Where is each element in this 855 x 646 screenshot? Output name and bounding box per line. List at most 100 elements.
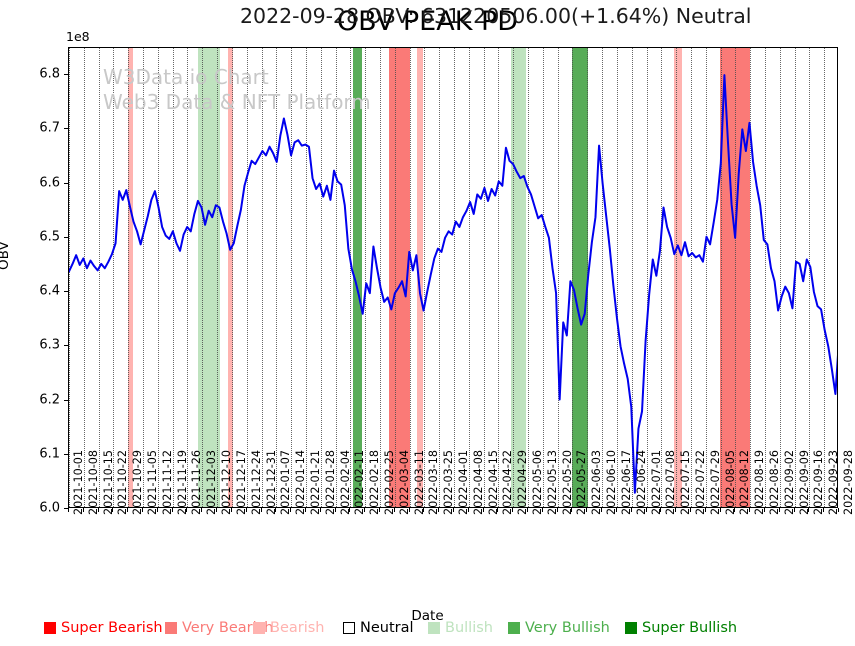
- x-axis-tick-label: 2021-11-05: [146, 449, 160, 515]
- x-axis-tick-mark: [689, 508, 691, 512]
- gridline-vertical: [187, 48, 189, 507]
- gridline-vertical: [217, 48, 219, 507]
- x-axis-tick-mark: [497, 508, 499, 512]
- x-axis-tick-label: 2022-06-10: [605, 449, 619, 515]
- x-axis-tick-mark: [171, 508, 173, 512]
- x-axis-tick-label: 2022-07-29: [708, 449, 722, 515]
- gridline-vertical: [365, 48, 367, 507]
- x-axis-tick-mark: [645, 508, 647, 512]
- x-axis-tick-mark: [704, 508, 706, 512]
- y-axis-tick-mark: [64, 508, 68, 509]
- legend-swatch-icon: [508, 622, 520, 634]
- gridline-vertical: [720, 48, 722, 507]
- legend-item-bearish[interactable]: Bearish: [253, 620, 325, 636]
- legend-item-bullish[interactable]: Bullish: [428, 620, 493, 636]
- x-axis-tick-mark: [68, 508, 69, 512]
- legend-item-super-bullish[interactable]: Super Bullish: [625, 620, 737, 636]
- legend-swatch-icon: [165, 622, 177, 634]
- x-axis-tick-mark: [541, 508, 543, 512]
- gridline-vertical: [513, 48, 515, 507]
- x-axis-tick-label: 2022-03-11: [412, 449, 426, 515]
- x-axis-tick-mark: [112, 508, 114, 512]
- legend-label: Very Bullish: [525, 620, 610, 636]
- x-axis-tick-mark: [201, 508, 203, 512]
- y-axis-tick-label: 6.1: [39, 446, 60, 462]
- gridline-vertical: [172, 48, 174, 507]
- y-axis-tick-mark: [64, 399, 68, 401]
- x-axis-tick-label: 2021-11-19: [175, 449, 189, 515]
- x-axis-tick-label: 2022-03-25: [442, 449, 456, 515]
- y-axis-tick-label: 6.4: [39, 283, 60, 299]
- gridline-vertical: [439, 48, 441, 507]
- x-axis-tick-mark: [749, 508, 751, 512]
- x-axis-tick-mark: [660, 508, 662, 512]
- x-axis-tick-mark: [142, 508, 144, 512]
- x-axis-tick-label: 2021-10-08: [86, 449, 100, 515]
- x-axis-tick-mark: [393, 508, 395, 512]
- x-axis-tick-label: 2022-04-01: [457, 449, 470, 515]
- x-axis-tick-label: 2022-06-03: [590, 449, 604, 515]
- legend-item-super-bearish[interactable]: Super Bearish: [44, 620, 163, 636]
- y-axis-tick-mark: [64, 291, 68, 293]
- x-axis-tick-mark: [216, 508, 218, 512]
- legend-swatch-icon: [44, 622, 56, 634]
- x-axis-tick-label: 2022-09-02: [782, 449, 796, 515]
- x-axis-tick-mark: [512, 508, 514, 512]
- x-axis-tick-label: 2021-10-29: [131, 449, 145, 515]
- legend-label: Super Bearish: [61, 620, 163, 636]
- x-axis-tick-label: 2021-10-22: [116, 449, 130, 515]
- x-axis-tick-label: 2022-03-18: [427, 449, 441, 515]
- x-axis-tick-label: 2022-02-11: [353, 449, 367, 515]
- legend-swatch-icon: [253, 622, 265, 634]
- gridline-vertical: [113, 48, 115, 507]
- gridline-vertical: [735, 48, 737, 507]
- x-axis-tick-mark: [82, 508, 84, 512]
- x-axis-tick-mark: [275, 508, 277, 512]
- x-axis-tick-mark: [186, 508, 188, 512]
- legend-label: Bearish: [270, 620, 325, 636]
- gridline-vertical: [409, 48, 411, 507]
- y-axis-title: OBV: [0, 241, 12, 270]
- x-axis-tick-mark: [601, 508, 603, 512]
- y-axis-tick-mark: [64, 345, 68, 347]
- gridline-vertical: [320, 48, 322, 507]
- legend-item-very-bearish[interactable]: Very Bearish: [165, 620, 273, 636]
- x-axis-tick-mark: [763, 508, 765, 512]
- x-axis-tick-label: 2022-08-19: [753, 449, 767, 515]
- x-axis-tick-label: 2022-09-09: [797, 449, 811, 515]
- gridline-vertical: [350, 48, 352, 507]
- x-axis-tick-mark: [482, 508, 484, 512]
- gridline-vertical: [542, 48, 544, 507]
- x-axis-tick-mark: [97, 508, 99, 512]
- x-axis-tick-label: 2022-02-04: [338, 449, 352, 515]
- gridline-vertical: [276, 48, 278, 507]
- legend-label: Neutral: [360, 620, 414, 636]
- x-axis-tick-label: 2022-07-08: [664, 449, 678, 515]
- gridline-vertical: [379, 48, 381, 507]
- obv-readout-annotation: 2022-09-28 OBV: 631220506.00(+1.64%) Neu…: [240, 4, 752, 28]
- gridline-vertical: [424, 48, 426, 507]
- gridline-vertical: [676, 48, 678, 507]
- x-axis-tick-label: 2022-05-13: [545, 449, 559, 515]
- x-axis-tick-mark: [156, 508, 158, 512]
- x-axis-tick-mark: [127, 508, 129, 512]
- x-axis-tick-mark: [571, 508, 573, 512]
- legend-label: Very Bearish: [182, 620, 274, 636]
- gridline-vertical: [157, 48, 159, 507]
- gridline-vertical: [631, 48, 633, 507]
- x-axis-tick-label: 2021-11-26: [190, 449, 204, 515]
- y-axis-tick-mark: [64, 182, 68, 184]
- gridline-vertical: [454, 48, 455, 507]
- x-axis-tick-label: 2021-12-17: [234, 449, 248, 515]
- legend-item-neutral[interactable]: Neutral: [343, 620, 414, 636]
- x-axis-tick-label: 2022-08-12: [738, 449, 752, 515]
- gridline-vertical: [83, 48, 85, 507]
- x-axis-tick-label: 2021-10-15: [101, 449, 115, 515]
- gridline-vertical: [143, 48, 145, 507]
- x-axis-tick-mark: [778, 508, 780, 512]
- gridline-vertical: [809, 48, 811, 507]
- legend-label: Bullish: [445, 620, 493, 636]
- legend-item-very-bullish[interactable]: Very Bullish: [508, 620, 610, 636]
- x-axis-tick-label: 2022-05-20: [560, 449, 574, 515]
- x-axis-tick-label: 2022-01-28: [323, 449, 337, 515]
